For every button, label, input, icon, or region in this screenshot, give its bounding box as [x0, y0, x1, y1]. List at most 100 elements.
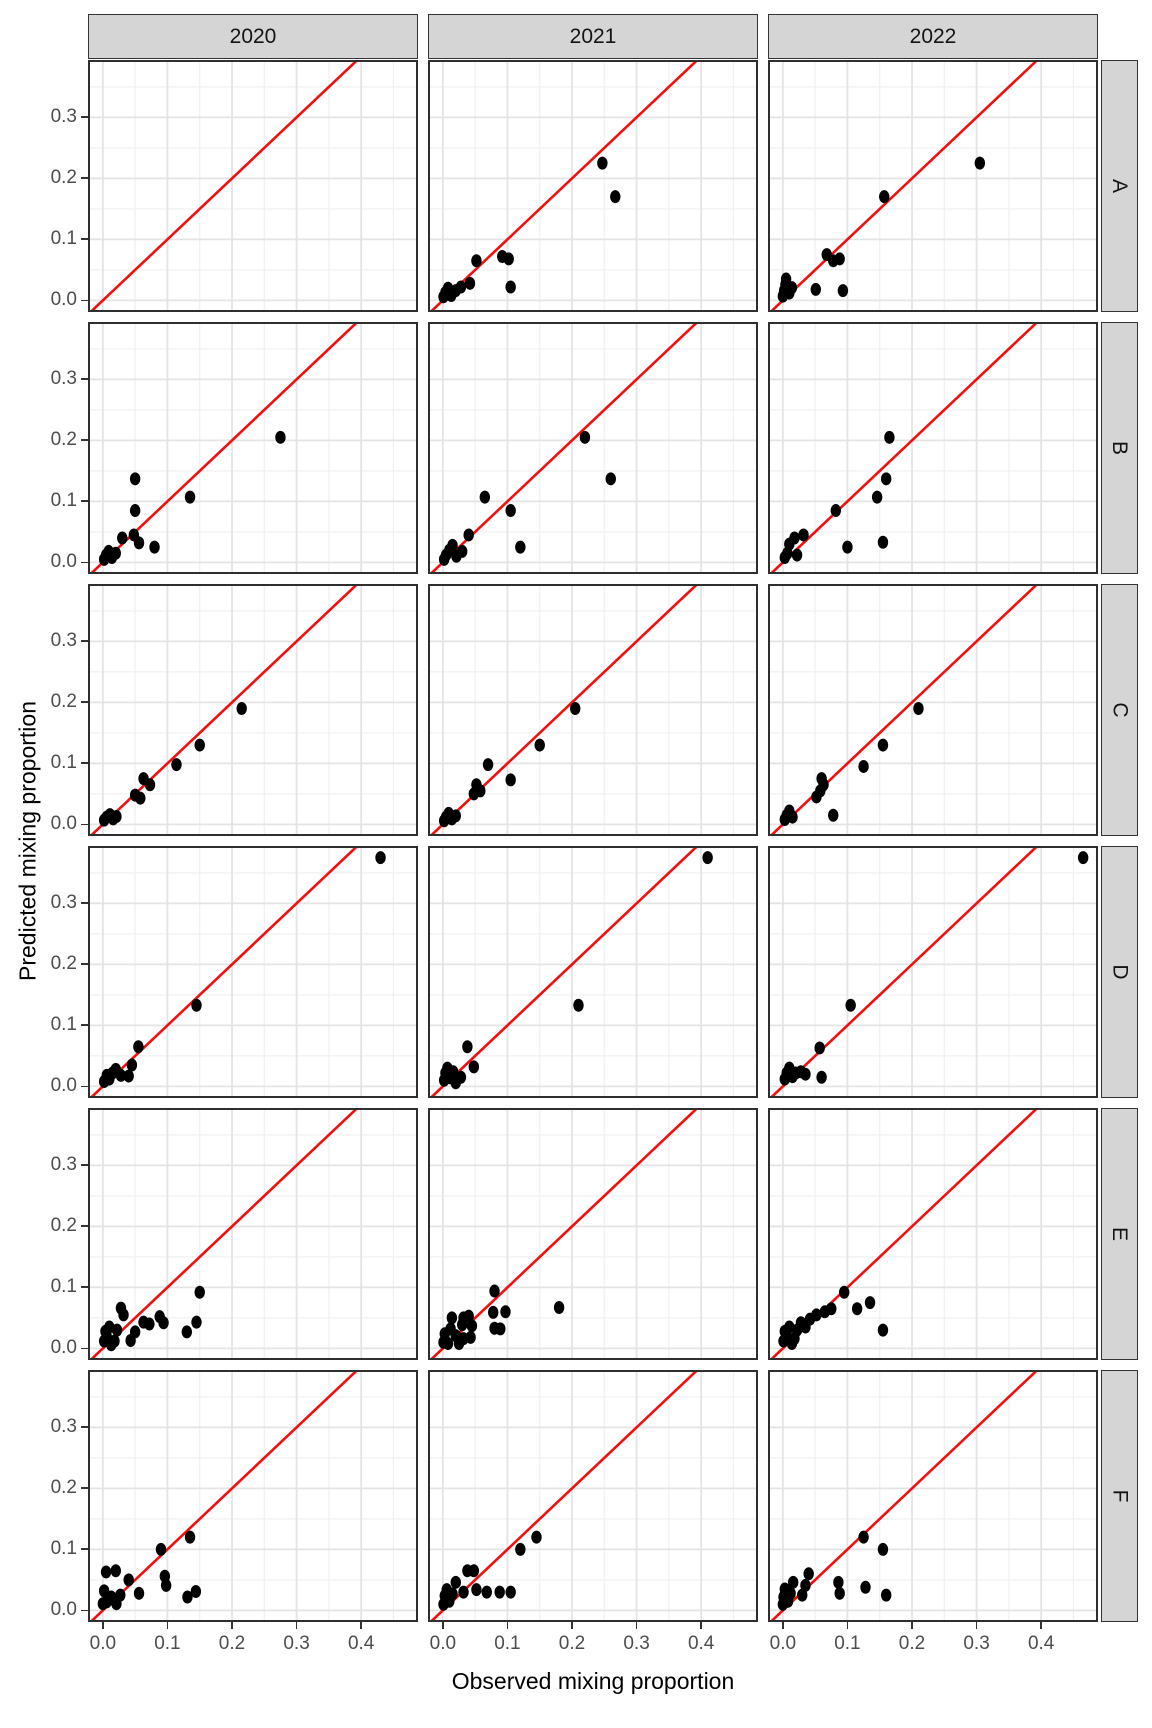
data-point	[515, 1542, 526, 1556]
y-tick-mark	[81, 1286, 88, 1289]
x-tick-mark	[700, 1622, 703, 1629]
data-point	[877, 738, 889, 752]
data-point	[488, 1305, 499, 1319]
data-point	[455, 280, 467, 294]
x-tick-mark	[781, 1622, 784, 1629]
y-tick-mark	[81, 823, 88, 826]
data-point	[109, 1334, 120, 1348]
panel-border	[88, 846, 418, 1098]
data-point	[462, 1040, 473, 1054]
data-point	[182, 1590, 193, 1604]
data-point	[797, 1588, 808, 1602]
panel-F-2021	[428, 1370, 758, 1622]
facet-row-strip: D	[1101, 846, 1138, 1098]
facet-row-label: E	[1108, 1226, 1132, 1242]
data-point	[877, 1542, 889, 1556]
data-point	[129, 504, 141, 518]
data-point	[837, 284, 849, 298]
y-tick-label: 0.3	[50, 630, 77, 652]
y-tick-label: 0.2	[50, 691, 77, 713]
panel-border	[768, 1108, 1098, 1360]
data-point	[184, 490, 196, 504]
x-tick-mark	[571, 1622, 573, 1629]
facet-row-label: F	[1108, 1489, 1132, 1503]
data-point	[471, 778, 482, 792]
y-tick-label: 0.1	[50, 752, 77, 774]
panel-border	[768, 846, 1098, 1098]
data-point	[184, 1530, 196, 1544]
data-point	[111, 809, 122, 823]
data-point	[100, 1565, 112, 1579]
x-tick-mark	[295, 1622, 298, 1629]
data-point	[810, 282, 821, 296]
data-point	[110, 1564, 121, 1578]
data-point	[816, 772, 827, 786]
identity-reference-line	[429, 1108, 699, 1360]
y-tick-label: 0.1	[50, 1538, 77, 1560]
data-point	[877, 535, 889, 549]
data-point	[375, 851, 386, 865]
panel-D-2022	[768, 846, 1098, 1098]
y-tick-mark	[81, 1426, 88, 1429]
facet-row-strip: F	[1101, 1370, 1138, 1622]
panel-border	[768, 584, 1098, 836]
data-point	[877, 1323, 889, 1337]
y-tick-mark	[81, 963, 88, 966]
y-tick-label: 0.1	[50, 228, 77, 250]
data-point	[482, 758, 494, 772]
y-tick-mark	[81, 1487, 88, 1490]
y-tick-label: 0.2	[50, 1215, 77, 1237]
y-tick-label: 0.0	[50, 1075, 77, 1097]
panel-C-2021	[428, 584, 758, 836]
panel-E-2020	[88, 1108, 418, 1360]
facet-row-strip: A	[1101, 60, 1138, 312]
identity-reference-line	[769, 846, 1039, 1098]
identity-reference-line	[89, 846, 359, 1098]
facet-row-strip: E	[1101, 1108, 1138, 1360]
data-point	[830, 504, 842, 518]
x-tick-label: 0.4	[1027, 1633, 1055, 1654]
facet-column-strip: 2021	[428, 14, 758, 59]
data-point	[828, 808, 839, 822]
x-tick-label: 0.2	[898, 1633, 926, 1654]
panel-A-2021	[428, 60, 758, 312]
panel-border	[428, 60, 758, 312]
panel-border	[88, 60, 418, 312]
y-tick-label: 0.1	[50, 1276, 77, 1298]
data-point	[858, 1530, 869, 1544]
data-point	[129, 1325, 141, 1339]
data-point	[816, 1070, 827, 1084]
data-point	[800, 1067, 811, 1081]
x-tick-mark	[231, 1622, 233, 1629]
data-point	[190, 1584, 202, 1598]
x-tick-mark	[360, 1622, 363, 1629]
panel-A-2020	[88, 60, 418, 312]
data-point	[158, 1316, 169, 1330]
x-tick-mark	[846, 1622, 849, 1629]
y-tick-mark	[81, 299, 88, 302]
data-point	[455, 1070, 467, 1084]
data-point	[503, 252, 514, 266]
x-tick-mark	[635, 1622, 638, 1629]
data-point	[442, 1337, 454, 1351]
data-point	[879, 190, 890, 204]
data-point	[913, 701, 924, 715]
data-point	[839, 1285, 850, 1299]
data-point	[171, 758, 182, 772]
y-tick-mark	[81, 439, 88, 442]
x-tick-mark	[101, 1622, 104, 1629]
y-tick-label: 0.2	[50, 953, 77, 975]
data-point	[463, 528, 474, 542]
data-point	[191, 998, 202, 1012]
data-point	[447, 1587, 458, 1601]
panel-B-2022	[768, 322, 1098, 574]
identity-reference-line	[769, 60, 1039, 312]
x-tick-mark	[1040, 1622, 1043, 1629]
y-tick-label: 0.3	[50, 106, 77, 128]
data-point	[447, 538, 458, 552]
data-point	[133, 536, 145, 550]
data-point	[610, 190, 621, 204]
data-point	[597, 156, 608, 170]
panel-border	[428, 846, 758, 1098]
panel-E-2022	[768, 1108, 1098, 1360]
